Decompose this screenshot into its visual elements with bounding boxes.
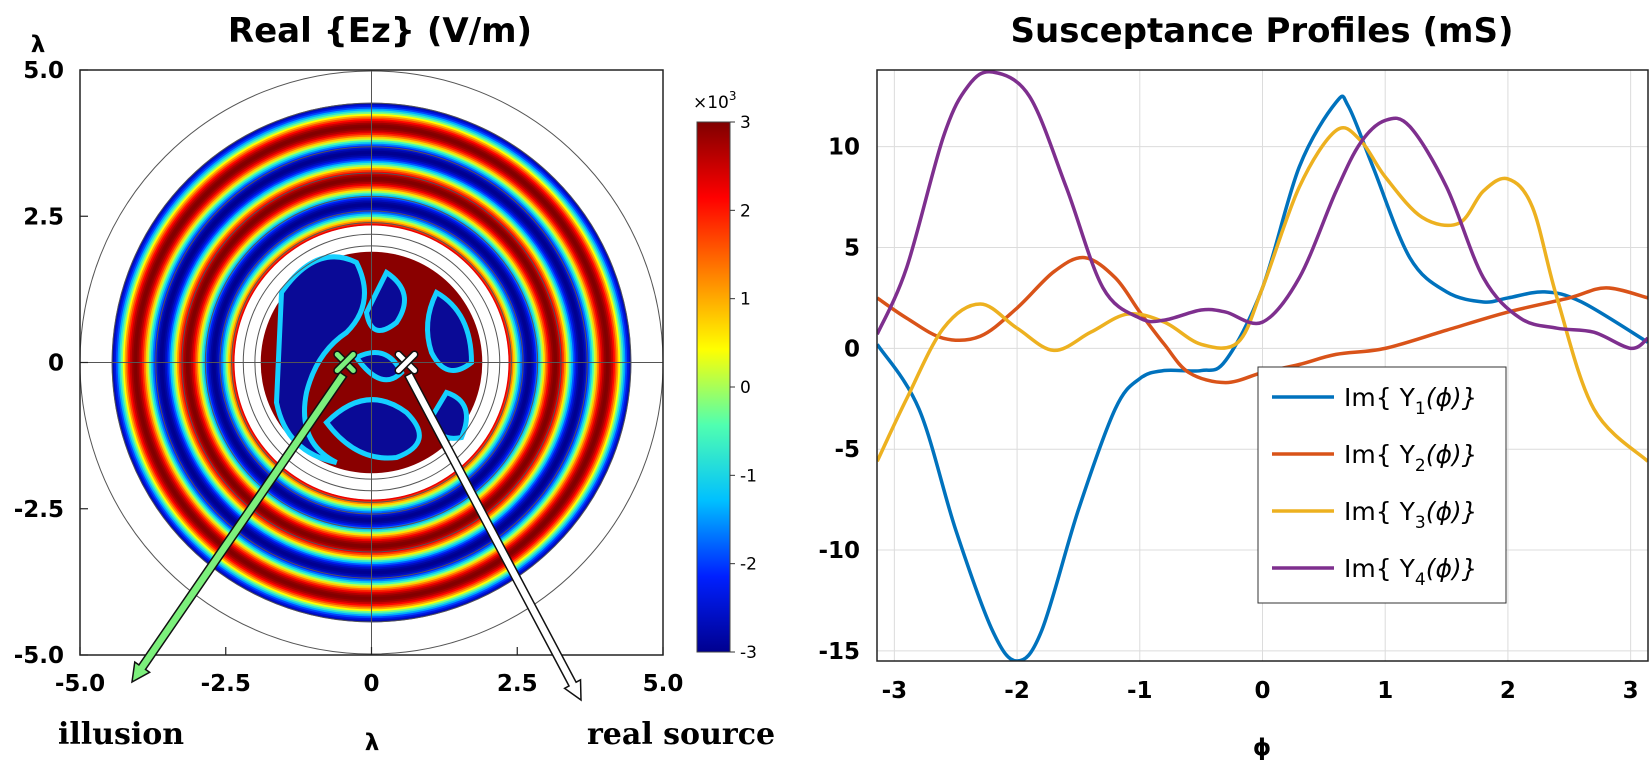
colorbar-tick-label: 2 — [740, 201, 751, 221]
field-y-tick-label: 5.0 — [23, 58, 64, 84]
field-map-frame — [79, 69, 664, 656]
legend: Im{ Y1(ϕ)} Im{ Y2(ϕ)} Im{ Y3(ϕ)} Im{ Y4(ϕ)} — [1257, 366, 1507, 604]
colorbar-exponent: ×103 — [693, 89, 737, 113]
y-tick-label: 5 — [844, 236, 860, 262]
y-tick-label: 0 — [844, 336, 860, 362]
field-y-tick-label: 2.5 — [23, 204, 64, 230]
susceptance-title: Susceptance Profiles (mS) — [1011, 11, 1514, 51]
legend-label-y3: Im{ Y3(ϕ)} — [1344, 497, 1478, 533]
x-tick-label: 0 — [1254, 678, 1270, 704]
real-source-label: real source — [587, 717, 775, 752]
field-x-tick-label: -2.5 — [201, 671, 251, 697]
illusion-marker — [333, 350, 358, 375]
susceptance-frame — [876, 69, 1649, 662]
inner-field-channel — [273, 254, 367, 465]
real-source-marker — [394, 350, 419, 375]
susceptance-xlabel: ϕ — [1253, 735, 1271, 761]
field-map-ylabel: λ — [31, 32, 46, 58]
inner-field-channel — [363, 268, 407, 333]
y-tick-label: -10 — [818, 538, 860, 564]
field-x-tick-label: -5.0 — [55, 671, 105, 697]
field-y-tick-label: -2.5 — [14, 497, 64, 523]
x-tick-label: 1 — [1377, 678, 1393, 704]
y-tick-label: 10 — [828, 135, 860, 161]
inner-field-channel — [323, 397, 422, 461]
field-x-tick-label: 0 — [363, 671, 379, 697]
y-tick-label: -15 — [818, 639, 860, 665]
series-line-y4 — [877, 70, 1648, 351]
series-line-y1 — [877, 94, 1648, 661]
legend-label-y2: Im{ Y2(ϕ)} — [1344, 440, 1478, 476]
colorbar-tick-label: -1 — [740, 466, 757, 486]
x-tick-label: -3 — [882, 678, 908, 704]
colorbar-tick-label: 1 — [740, 290, 751, 310]
field-y-tick-label: 0 — [48, 351, 64, 377]
colorbar-tick-label: 0 — [740, 378, 751, 398]
field-map-xlabel: λ — [365, 730, 380, 756]
series-line-y2 — [877, 255, 1648, 385]
legend-box — [1257, 366, 1507, 604]
series-line-y3 — [877, 126, 1648, 463]
x-tick-label: -2 — [1004, 678, 1030, 704]
field-x-tick-label: 5.0 — [643, 671, 684, 697]
colorbar-tick-label: 3 — [740, 113, 751, 133]
y-tick-label: -5 — [834, 437, 860, 463]
illusion-label: illusion — [58, 717, 184, 752]
field-map-panel: Real {Ez} (V/m) λ -5.0 -2.5 0 2.5 5.0 5.0 2.5 0… — [14, 11, 775, 756]
field-x-tick-label: 2.5 — [497, 671, 538, 697]
x-tick-label: 3 — [1623, 678, 1639, 704]
legend-label-y1: Im{ Y1(ϕ)} — [1344, 383, 1478, 419]
x-tick-label: -1 — [1127, 678, 1153, 704]
susceptance-panel: Susceptance Profiles (mS) -3 -2 -1 0 1 2 31050… — [818, 11, 1649, 761]
colorbar-tick-label: -3 — [740, 643, 757, 663]
field-map-title: Real {Ez} (V/m) — [228, 11, 532, 51]
real-source-arrow — [403, 371, 582, 702]
legend-label-y4: Im{ Y4(ϕ)} — [1344, 554, 1478, 590]
colorbar — [696, 121, 731, 653]
colorbar-tick-label: -2 — [740, 555, 757, 575]
field-y-tick-label: -5.0 — [14, 643, 64, 669]
illusion-arrow — [131, 371, 348, 684]
inner-field-channel — [425, 289, 475, 373]
x-tick-label: 2 — [1500, 678, 1516, 704]
